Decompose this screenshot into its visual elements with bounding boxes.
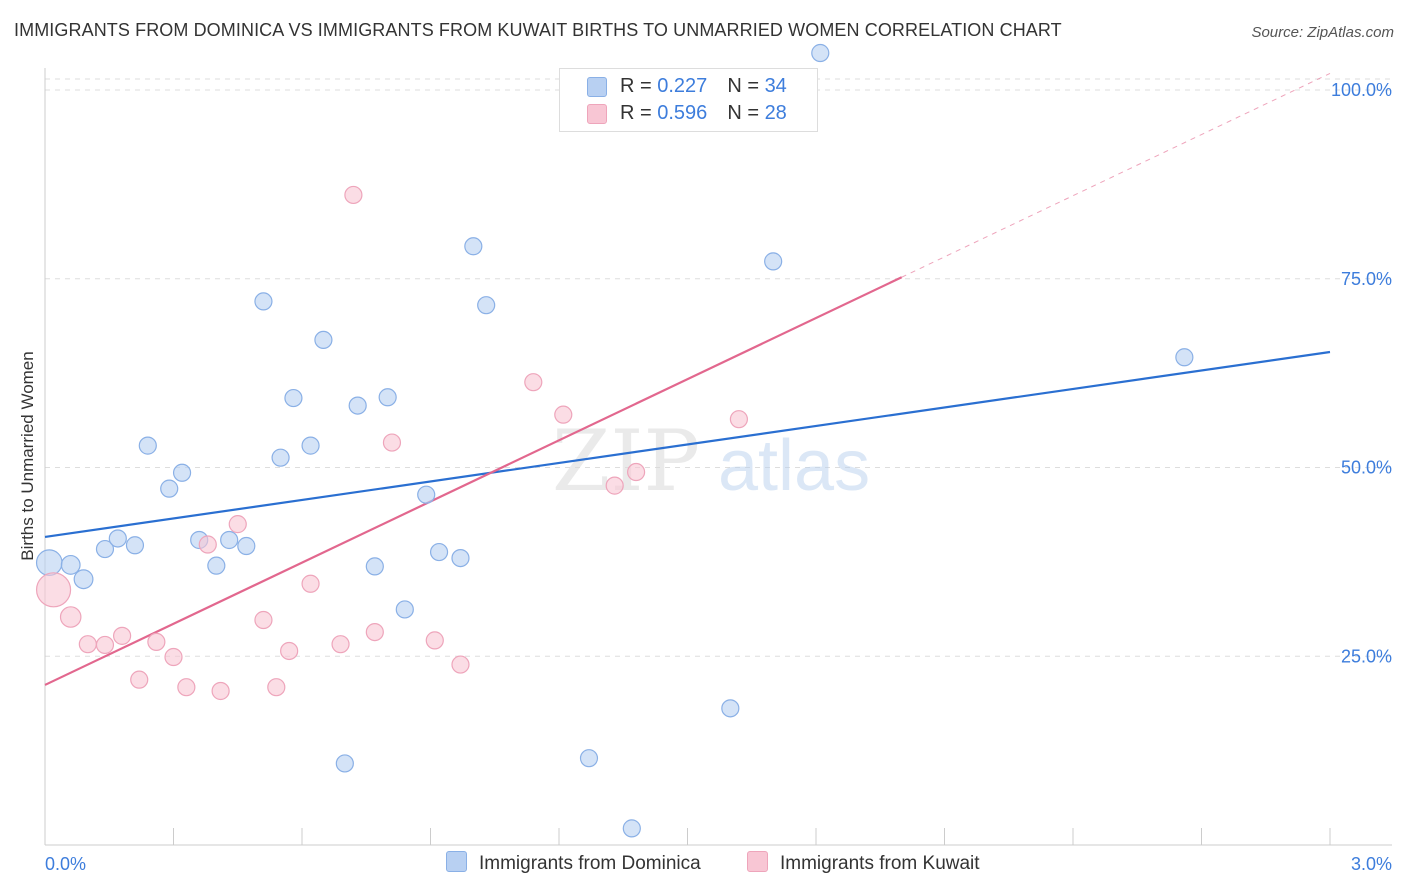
data-point-dominica [764, 252, 783, 271]
x-axis-ticks [173, 828, 1331, 845]
data-point-dominica [125, 536, 145, 555]
data-point-kuwait [211, 681, 230, 701]
data-point-kuwait [35, 572, 72, 608]
data-point-kuwait [382, 433, 402, 452]
x-tick-label-min: 0.0% [45, 854, 86, 874]
data-point-kuwait [301, 574, 320, 593]
trend-lines [44, 72, 1331, 686]
data-point-dominica [220, 530, 239, 550]
legend-r-value: 0.227 [657, 75, 708, 97]
watermark-atlas: atlas [718, 426, 870, 506]
data-point-kuwait [365, 622, 384, 642]
y-tick-label: 75.0% [1341, 269, 1392, 289]
y-tick-label: 50.0% [1341, 458, 1392, 478]
data-point-dominica [95, 539, 115, 559]
series-label-kuwait: Immigrants from Kuwait [780, 853, 980, 874]
data-point-dominica [108, 529, 127, 548]
data-point-kuwait [78, 635, 97, 654]
data-point-kuwait [267, 678, 286, 697]
chart-title: IMMIGRANTS FROM DOMINICA VS IMMIGRANTS F… [14, 20, 1062, 40]
data-point-dominica [335, 754, 354, 773]
data-point-kuwait [425, 631, 444, 650]
data-point-dominica [314, 330, 333, 350]
data-point-dominica [284, 388, 303, 408]
data-point-dominica [579, 749, 599, 768]
y-axis-title: Births to Unmarried Women [18, 351, 37, 560]
legend-r-value: 0.596 [657, 102, 708, 124]
data-point-kuwait [112, 626, 132, 645]
series-swatch-kuwait [747, 851, 768, 872]
data-point-dominica [207, 556, 226, 575]
legend-n-value: 34 [764, 75, 787, 97]
data-points [35, 43, 1194, 838]
data-point-dominica [464, 237, 483, 256]
data-point-dominica [348, 396, 367, 415]
data-point-kuwait [626, 462, 646, 482]
data-point-dominica [138, 436, 157, 455]
data-point-dominica [622, 819, 641, 838]
data-point-kuwait [95, 635, 115, 655]
data-point-dominica [378, 388, 397, 407]
data-point-dominica [417, 485, 436, 504]
data-point-kuwait [729, 410, 749, 429]
legend-row-dominica: R = 0.227 N = 34 [620, 75, 787, 98]
trend-line-dominica [44, 350, 1331, 539]
legend-row-kuwait: R = 0.596 N = 28 [620, 102, 787, 125]
data-point-kuwait [198, 535, 217, 554]
data-point-kuwait [164, 647, 183, 667]
data-point-kuwait [147, 632, 166, 652]
data-point-dominica [237, 536, 256, 556]
data-point-dominica [60, 554, 81, 575]
series-label-dominica: Immigrants from Dominica [479, 853, 701, 874]
data-point-kuwait [254, 610, 273, 630]
data-point-dominica [477, 296, 496, 315]
y-tick-label: 25.0% [1341, 646, 1392, 666]
data-point-dominica [172, 463, 192, 482]
grid-lines [45, 78, 1392, 657]
legend-r-label: R = [620, 102, 658, 124]
data-point-kuwait [331, 635, 350, 654]
axis-labels: 0.0% 3.0% Births to Unmarried Women 25.0… [18, 80, 1392, 874]
data-point-kuwait [228, 515, 247, 534]
data-point-dominica [254, 292, 273, 311]
data-point-kuwait [130, 670, 149, 689]
source-credit: Source: ZipAtlas.com [1251, 24, 1394, 41]
series-legend-dominica: Immigrants from Dominica [446, 851, 701, 875]
trend-line-kuwait [44, 276, 903, 686]
data-point-dominica [301, 436, 320, 455]
data-point-dominica [365, 557, 384, 576]
data-point-kuwait [451, 655, 470, 674]
data-point-kuwait [280, 641, 299, 661]
data-point-dominica [35, 549, 63, 576]
series-swatch-dominica [446, 851, 467, 872]
legend-r-label: R = [620, 75, 658, 97]
data-point-kuwait [524, 373, 543, 392]
trend-extension-kuwait [901, 72, 1331, 278]
data-point-dominica [429, 542, 449, 562]
legend-n-label: N = [727, 75, 765, 97]
series-legend-kuwait: Immigrants from Kuwait [747, 851, 980, 875]
data-point-dominica [1175, 348, 1194, 367]
data-point-kuwait [605, 476, 624, 495]
data-point-kuwait [554, 405, 573, 424]
data-point-dominica [160, 479, 179, 498]
data-point-dominica [451, 548, 470, 568]
data-point-dominica [811, 43, 830, 63]
data-point-dominica [271, 448, 290, 467]
legend-n-value: 28 [764, 102, 787, 124]
data-point-kuwait [177, 678, 196, 697]
data-point-kuwait [344, 185, 363, 205]
correlation-legend: R = 0.227 N = 34 R = 0.596 N = 28 [559, 68, 818, 132]
data-point-kuwait [59, 606, 82, 628]
legend-swatch-kuwait [587, 104, 607, 124]
y-tick-label: 100.0% [1331, 80, 1392, 100]
x-tick-label-max: 3.0% [1351, 854, 1392, 874]
legend-swatch-dominica [587, 77, 607, 97]
axes [44, 68, 1392, 846]
data-point-dominica [721, 699, 740, 718]
data-point-dominica [395, 600, 414, 619]
legend-n-label: N = [727, 102, 765, 124]
data-point-dominica [73, 569, 94, 590]
